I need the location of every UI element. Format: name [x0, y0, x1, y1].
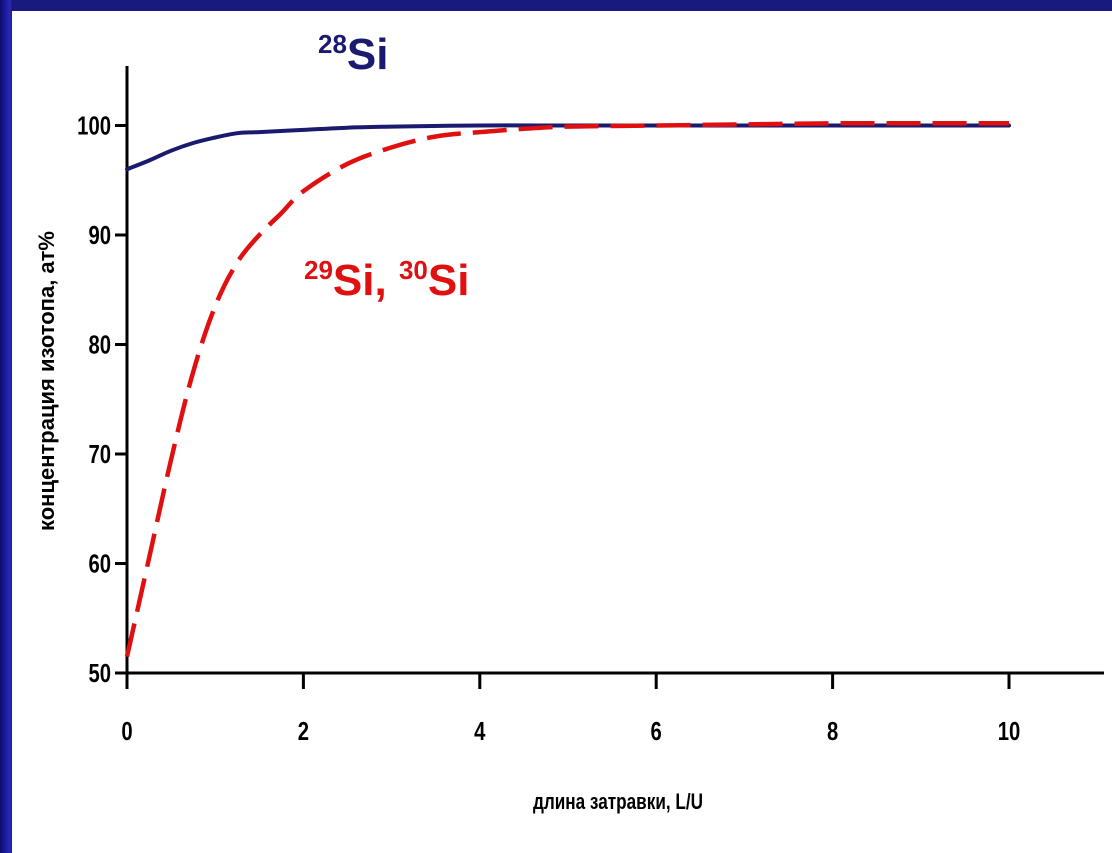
- x-tick-label: 6: [651, 717, 662, 746]
- x-tick-label: 8: [827, 717, 838, 746]
- x-axis-title: длина затравки, L/U: [533, 790, 703, 815]
- chart-panel: 50 60 70 80 90 100 0 2 4 6 8 10 концентрация изотоп…: [12, 11, 1112, 853]
- x-tick-label: 10: [998, 717, 1021, 746]
- y-tick-label: 50: [88, 659, 111, 688]
- isotope-mass-number: 29: [304, 255, 333, 285]
- series-si29-si30-label: 29Si, 30Si: [304, 255, 469, 305]
- y-tick-label: 60: [88, 549, 111, 578]
- isotope-mass-number: 30: [399, 255, 428, 285]
- x-tick-label: 0: [121, 717, 132, 746]
- y-tick-label: 80: [88, 330, 111, 359]
- y-axis-title: концентрация изотопа, ат%: [34, 231, 59, 531]
- y-tick-label: 90: [88, 221, 111, 250]
- y-tick-label: 100: [77, 111, 111, 140]
- x-tick-label: 2: [298, 717, 309, 746]
- x-tick-label: 4: [474, 717, 485, 746]
- isotope-symbol: Si: [428, 256, 470, 305]
- isotope-symbol: Si: [347, 30, 389, 79]
- isotope-symbol: Si,: [333, 256, 399, 305]
- isotope-mass-number: 28: [318, 29, 347, 59]
- isotope-concentration-chart: 50 60 70 80 90 100 0 2 4 6 8 10 концентрация изотоп…: [34, 29, 1104, 815]
- series-si28-label: 28Si: [318, 29, 389, 79]
- series-si28-line: [125, 123, 1011, 172]
- series-si29-si30-line: [124, 120, 1009, 658]
- y-tick-label: 70: [88, 440, 111, 469]
